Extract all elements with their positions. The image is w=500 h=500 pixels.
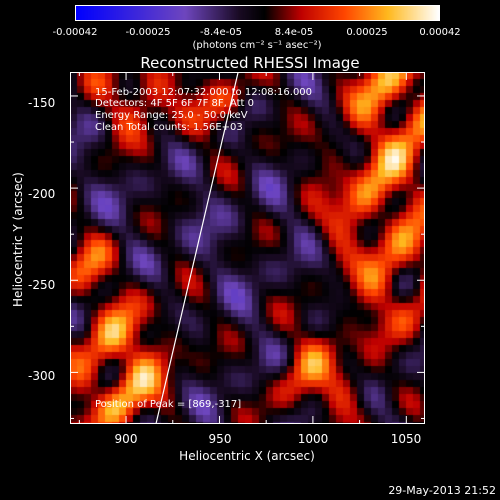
- energy-range-label: Energy Range: 25.0 - 50.0 keV: [95, 110, 248, 121]
- x-axis-label: Heliocentric X (arcsec): [179, 449, 315, 463]
- heatmap-image: [70, 72, 425, 424]
- colorbar-tick-label: 8.4e-05: [274, 27, 314, 38]
- solar-limb-line: [155, 72, 239, 424]
- x-tick-label: 1050: [390, 432, 422, 446]
- detectors-label: Detectors: 4F 5F 6F 7F 8F, Att 0: [95, 98, 255, 109]
- time-range-label: 15-Feb-2003 12:07:32.000 to 12:08:16.000: [95, 87, 313, 98]
- colorbar-tick-label: -0.00042: [52, 27, 98, 38]
- plot-border: [70, 72, 425, 424]
- y-axis-label: Heliocentric Y (arcsec): [11, 172, 25, 307]
- colorbar-tick-label: 0.00042: [419, 27, 461, 38]
- colorbar-unit-label: (photons cm⁻² s⁻¹ asec⁻²): [192, 40, 322, 51]
- colorbar: [75, 5, 440, 21]
- colorbar-tick-label: -8.4e-05: [200, 27, 242, 38]
- chart-title: Reconstructed RHESSI Image: [140, 54, 360, 72]
- x-tick-label: 950: [208, 432, 232, 446]
- x-tick-label: 1000: [297, 432, 329, 446]
- y-tick-label: -150: [28, 96, 56, 110]
- y-tick-label: -300: [28, 369, 56, 383]
- colorbar-tick-label: -0.00025: [125, 27, 171, 38]
- colorbar-tick-label: 0.00025: [346, 27, 388, 38]
- y-tick-label: -200: [28, 187, 56, 201]
- plot-frame: [70, 72, 425, 424]
- axis-tick-marks: [70, 72, 425, 424]
- y-tick-label: -250: [28, 278, 56, 292]
- timestamp-footer: 29-May-2013 21:52: [388, 484, 496, 497]
- peak-position-label: Position of Peak = [869,-317]: [95, 399, 242, 410]
- x-tick-label: 900: [114, 432, 138, 446]
- clean-counts-label: Clean Total counts: 1.56E+03: [95, 122, 243, 133]
